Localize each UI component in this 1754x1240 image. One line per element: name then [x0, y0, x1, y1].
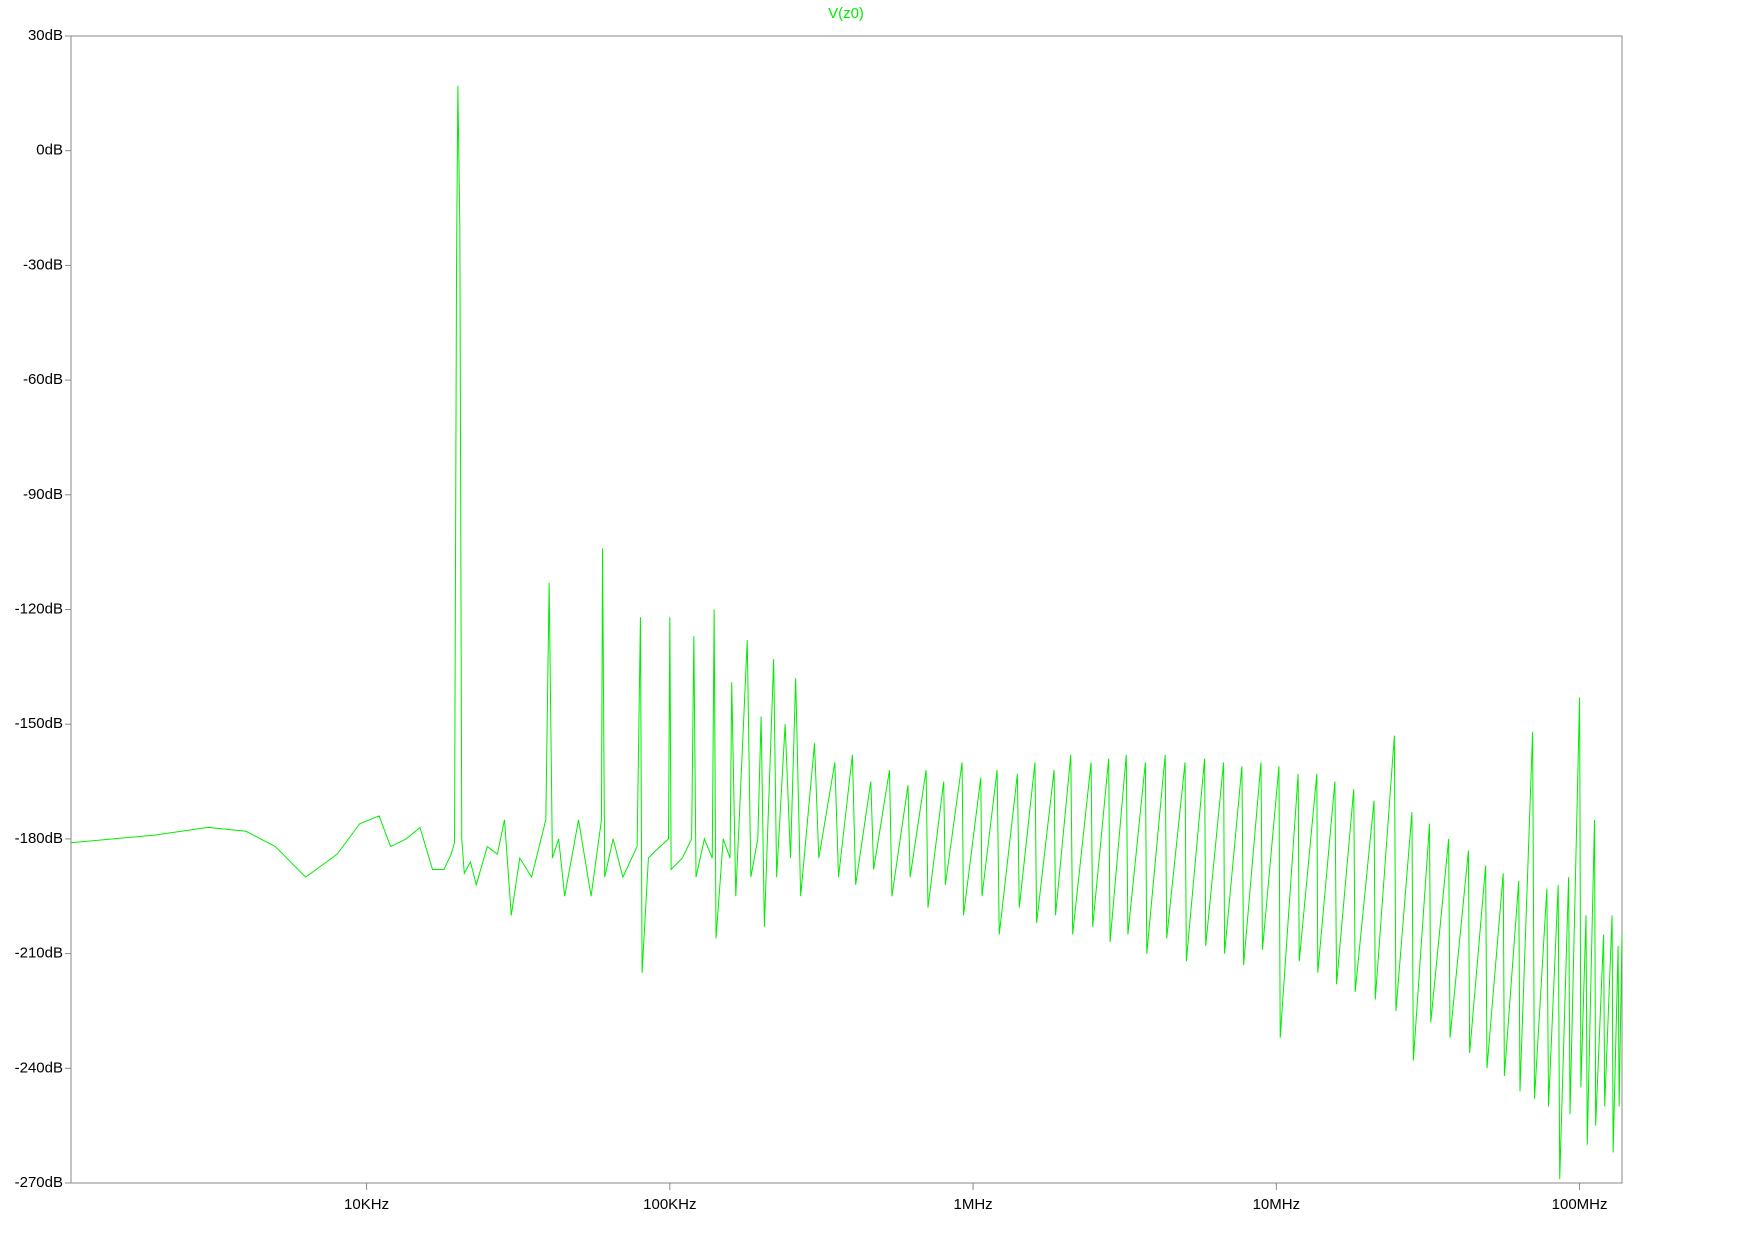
- x-tick-label: 10KHz: [344, 1196, 389, 1213]
- trace-line: [70, 85, 1623, 1180]
- y-tick-label: -210dB: [15, 945, 63, 962]
- y-tick-label: 0dB: [36, 142, 63, 159]
- y-tick-label: -150dB: [15, 715, 63, 732]
- y-tick-label: -60dB: [23, 371, 63, 388]
- y-tick-label: 30dB: [28, 27, 63, 44]
- x-tick-label: 100MHz: [1552, 1196, 1608, 1213]
- y-tick-label: -270dB: [15, 1174, 63, 1191]
- y-tick-label: -240dB: [15, 1059, 63, 1076]
- y-tick-label: -30dB: [23, 256, 63, 273]
- y-tick-label: -90dB: [23, 486, 63, 503]
- y-tick-label: -120dB: [15, 600, 63, 617]
- y-tick-label: -180dB: [15, 830, 63, 847]
- trace-name: V(z0): [828, 5, 864, 22]
- x-tick-label: 1MHz: [953, 1196, 992, 1213]
- x-tick-label: 100KHz: [643, 1196, 696, 1213]
- x-tick-label: 10MHz: [1253, 1196, 1301, 1213]
